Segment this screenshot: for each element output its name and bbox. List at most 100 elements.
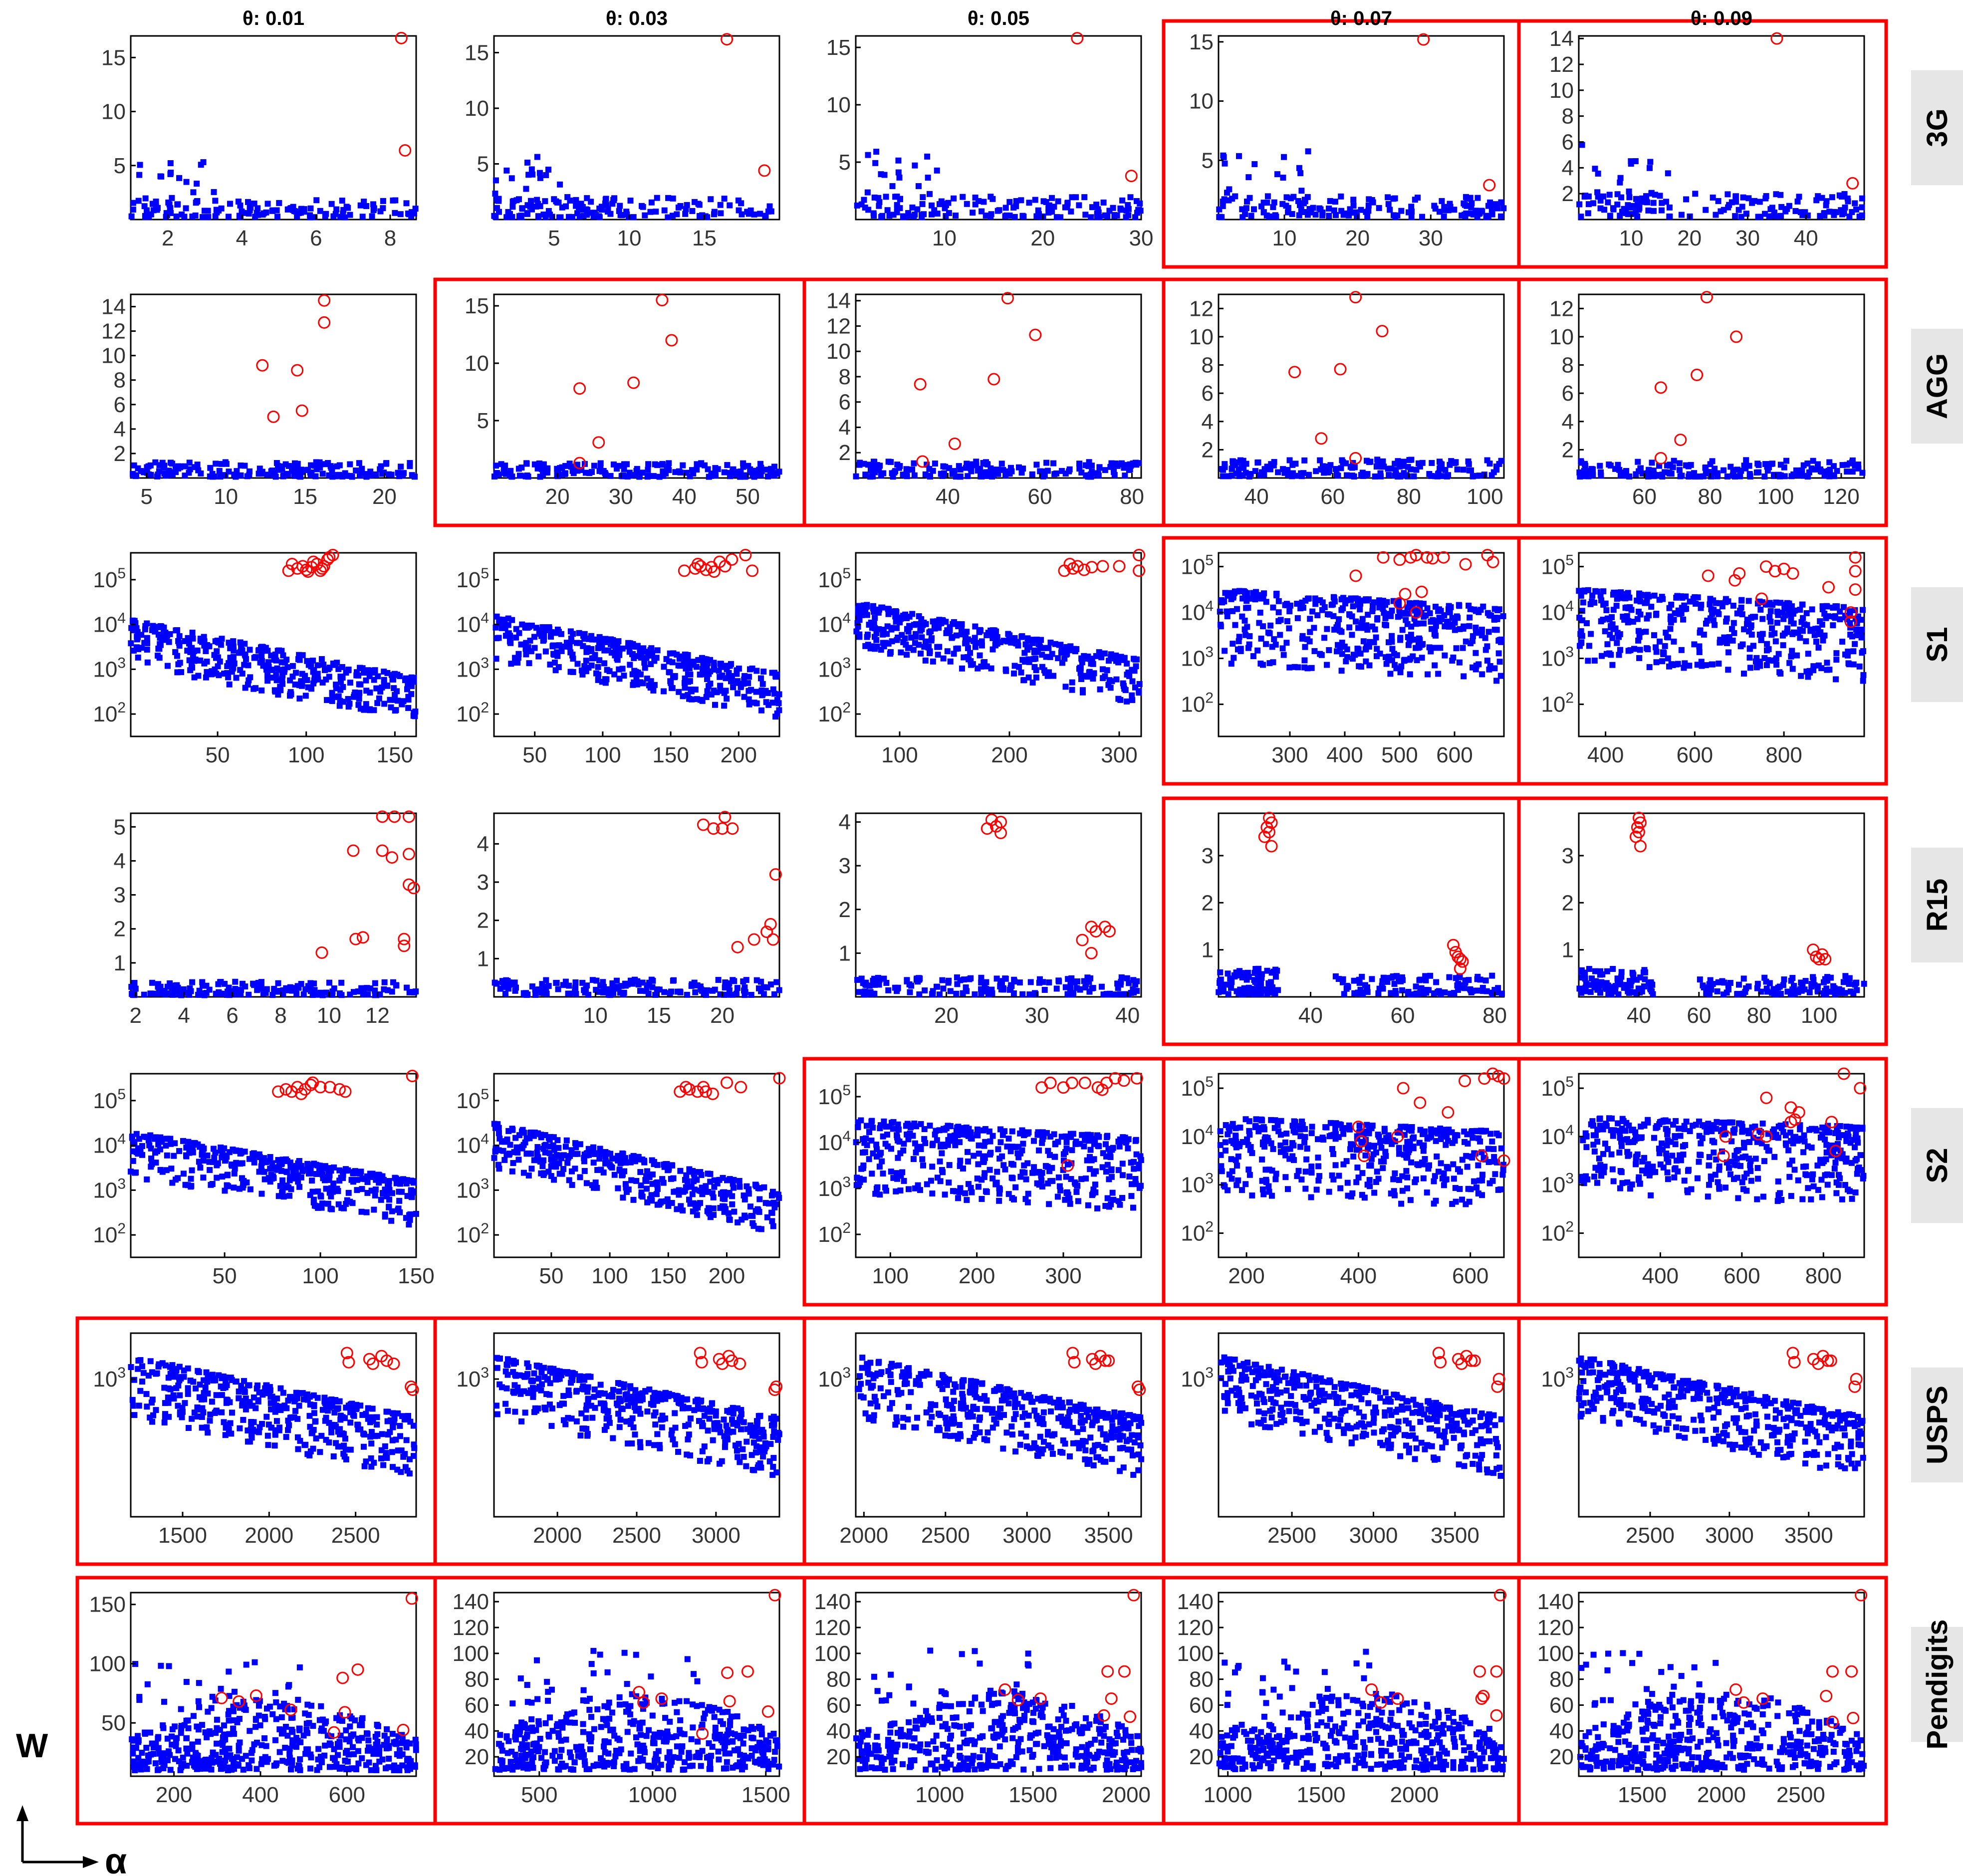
data-point xyxy=(1419,214,1426,220)
data-point xyxy=(1495,638,1502,644)
data-point xyxy=(181,214,188,220)
data-point xyxy=(1026,991,1033,998)
data-point xyxy=(1740,671,1747,677)
x-tick-label: 40 xyxy=(1298,1003,1323,1028)
data-point xyxy=(1104,213,1111,220)
x-tick-label: 600 xyxy=(1436,743,1472,767)
data-point xyxy=(1758,635,1764,642)
data-point xyxy=(246,468,253,474)
data-point xyxy=(1355,625,1362,631)
data-point xyxy=(654,195,660,201)
data-point xyxy=(1333,212,1339,219)
data-point xyxy=(738,200,744,207)
data-point xyxy=(1080,689,1086,696)
data-point xyxy=(1263,641,1269,647)
data-point xyxy=(1454,466,1461,472)
data-point xyxy=(580,643,586,649)
data-point xyxy=(1405,642,1412,648)
data-point xyxy=(1792,208,1799,214)
data-point xyxy=(757,472,764,478)
data-point xyxy=(1699,663,1705,669)
data-point xyxy=(1815,625,1821,632)
y-tick-label: 10 xyxy=(1549,325,1574,349)
data-point xyxy=(608,650,615,656)
data-point xyxy=(964,988,970,994)
data-point xyxy=(166,468,172,474)
data-point xyxy=(987,194,994,200)
data-point xyxy=(542,648,549,655)
data-point xyxy=(1748,631,1755,638)
data-point xyxy=(771,464,778,470)
data-point xyxy=(1833,676,1839,683)
x-tick-label: 10 xyxy=(1619,226,1644,250)
data-point xyxy=(1226,197,1232,204)
data-point xyxy=(690,470,697,476)
data-point xyxy=(1055,198,1061,205)
cluster-center xyxy=(316,562,329,575)
data-point xyxy=(1122,687,1129,694)
data-point xyxy=(1615,991,1622,997)
data-point xyxy=(1799,467,1805,473)
y-tick-label: 104 xyxy=(1181,598,1214,625)
data-point xyxy=(909,611,916,617)
data-point xyxy=(1285,205,1291,211)
data-point xyxy=(954,974,960,980)
data-point xyxy=(1710,617,1717,624)
data-point xyxy=(502,990,508,997)
data-point xyxy=(308,686,315,692)
x-tick-label: 300 xyxy=(1101,743,1137,767)
data-point xyxy=(508,661,514,667)
data-point xyxy=(878,647,884,653)
data-point xyxy=(373,685,380,692)
data-point xyxy=(975,468,981,474)
data-point xyxy=(164,632,171,639)
data-point xyxy=(1483,988,1490,994)
data-point xyxy=(174,627,180,634)
data-point xyxy=(1797,607,1803,613)
data-point xyxy=(363,203,370,209)
data-point xyxy=(1295,198,1301,204)
data-point xyxy=(1328,602,1335,608)
data-point xyxy=(207,465,214,471)
data-point xyxy=(1228,979,1235,985)
data-point xyxy=(1222,648,1228,654)
data-point xyxy=(508,175,515,182)
y-tick-label: 10 xyxy=(465,351,489,376)
panel-title: θ: 0.03 xyxy=(606,7,668,29)
data-point xyxy=(1237,457,1243,464)
data-point xyxy=(894,462,901,468)
data-point xyxy=(1777,671,1784,677)
data-point xyxy=(564,194,571,201)
data-point xyxy=(1751,198,1758,204)
data-point xyxy=(299,652,306,659)
data-point xyxy=(141,991,147,998)
data-point xyxy=(1859,212,1865,219)
data-point xyxy=(1130,461,1136,467)
data-point xyxy=(540,638,546,644)
plot-frame xyxy=(130,35,417,221)
data-point xyxy=(1789,631,1796,637)
point-cloud xyxy=(130,459,418,480)
data-point xyxy=(1592,978,1598,984)
data-point xyxy=(187,466,193,472)
data-point xyxy=(1461,623,1467,630)
data-point xyxy=(932,461,938,467)
data-point xyxy=(776,707,782,713)
data-point xyxy=(1494,205,1501,212)
data-point xyxy=(239,670,245,677)
data-point xyxy=(1428,472,1435,479)
data-point xyxy=(313,197,320,204)
data-point xyxy=(557,181,563,188)
data-point xyxy=(745,688,752,694)
data-point xyxy=(537,175,543,181)
data-point xyxy=(1271,636,1277,643)
data-point xyxy=(1079,656,1085,663)
data-point xyxy=(1317,597,1323,604)
data-point xyxy=(1645,207,1652,214)
data-point xyxy=(695,657,702,663)
data-point xyxy=(1465,458,1472,465)
data-point xyxy=(1326,647,1332,654)
data-point xyxy=(1631,204,1638,210)
data-point xyxy=(916,976,923,983)
